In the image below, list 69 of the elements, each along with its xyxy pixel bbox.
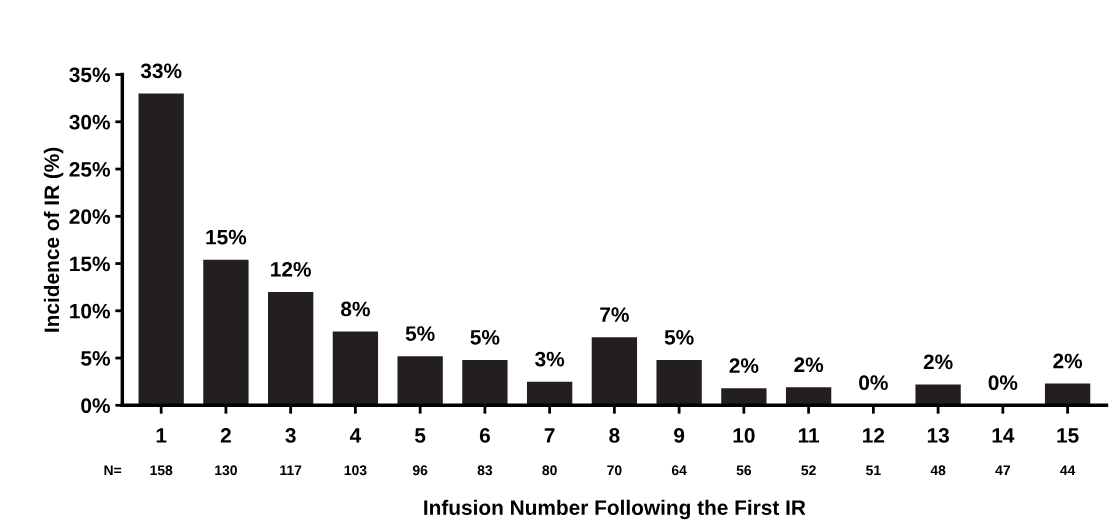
bar: [138, 93, 184, 406]
data-label: 0%: [988, 375, 1018, 391]
text: 47: [995, 465, 1010, 476]
bar: [332, 331, 379, 406]
x-tick-label: 7: [544, 428, 555, 443]
text: 64: [671, 465, 687, 476]
x-tick-label: 2: [220, 428, 231, 443]
data-label: 5%: [470, 330, 500, 345]
text: 48: [930, 465, 946, 476]
x-tick-label: 3: [285, 428, 296, 443]
text: 56: [736, 465, 752, 476]
text: 52: [801, 465, 816, 476]
y-tick-label: 35%: [69, 67, 110, 83]
text: 83: [477, 465, 493, 476]
x-tick-label: 5: [414, 428, 426, 443]
y-tick-label: 20%: [69, 209, 110, 225]
data-label: 2%: [794, 357, 824, 373]
x-tick-label: 6: [479, 428, 490, 443]
bar: [1044, 383, 1091, 406]
y-tick-label: 15%: [70, 256, 110, 272]
bar: [915, 384, 961, 406]
data-label: 12%: [271, 261, 311, 277]
bar: [721, 388, 767, 406]
text: 158: [150, 465, 173, 476]
x-tick-label: 13: [927, 428, 949, 443]
bar: [397, 356, 443, 406]
x-tick-label: 12: [863, 428, 885, 443]
bar: [203, 259, 249, 406]
y-tick-label: 30%: [69, 114, 110, 130]
y-axis-title: Incidence of IR (%): [43, 147, 64, 332]
x-tick-label: 11: [798, 428, 820, 443]
data-label: 5%: [405, 326, 435, 341]
data-label: 8%: [341, 301, 370, 317]
data-label: 2%: [729, 358, 759, 374]
text: 70: [607, 465, 622, 476]
x-tick-label: 8: [609, 428, 620, 443]
y-tick-label: 10%: [70, 303, 110, 319]
text: 44: [1060, 465, 1076, 476]
data-label: 2%: [1053, 353, 1083, 369]
text: 80: [542, 465, 557, 476]
data-label: 5%: [664, 330, 694, 345]
data-label: 0%: [859, 375, 888, 391]
text: 96: [412, 465, 428, 476]
bar: [591, 337, 638, 406]
x-tick-label: 1: [156, 428, 167, 443]
x-tick-label: 15: [1057, 428, 1079, 443]
bar: [785, 387, 832, 406]
data-label: 3%: [535, 351, 565, 367]
x-tick-label: 4: [349, 428, 362, 443]
bar: [268, 291, 314, 406]
data-label: 33%: [140, 63, 182, 79]
text: 51: [866, 465, 881, 476]
data-label: 2%: [923, 354, 953, 370]
data-label: 15%: [206, 229, 247, 245]
x-tick-label: 10: [733, 428, 755, 443]
text: 130: [215, 465, 237, 476]
text: 103: [344, 465, 367, 476]
y-tick-label: 5%: [81, 351, 110, 366]
text: 117: [280, 465, 302, 476]
bar: [462, 359, 508, 406]
bar: [526, 381, 573, 406]
data-label: 7%: [600, 307, 629, 322]
y-tick-label: 0%: [81, 398, 110, 414]
bar: [656, 359, 702, 406]
x-tick-label: 14: [992, 428, 1015, 443]
y-tick-label: 25%: [69, 162, 110, 177]
x-tick-label: 9: [674, 428, 685, 443]
text: N=: [104, 465, 122, 476]
x-axis-title: Infusion Number Following the First IR: [424, 499, 806, 520]
